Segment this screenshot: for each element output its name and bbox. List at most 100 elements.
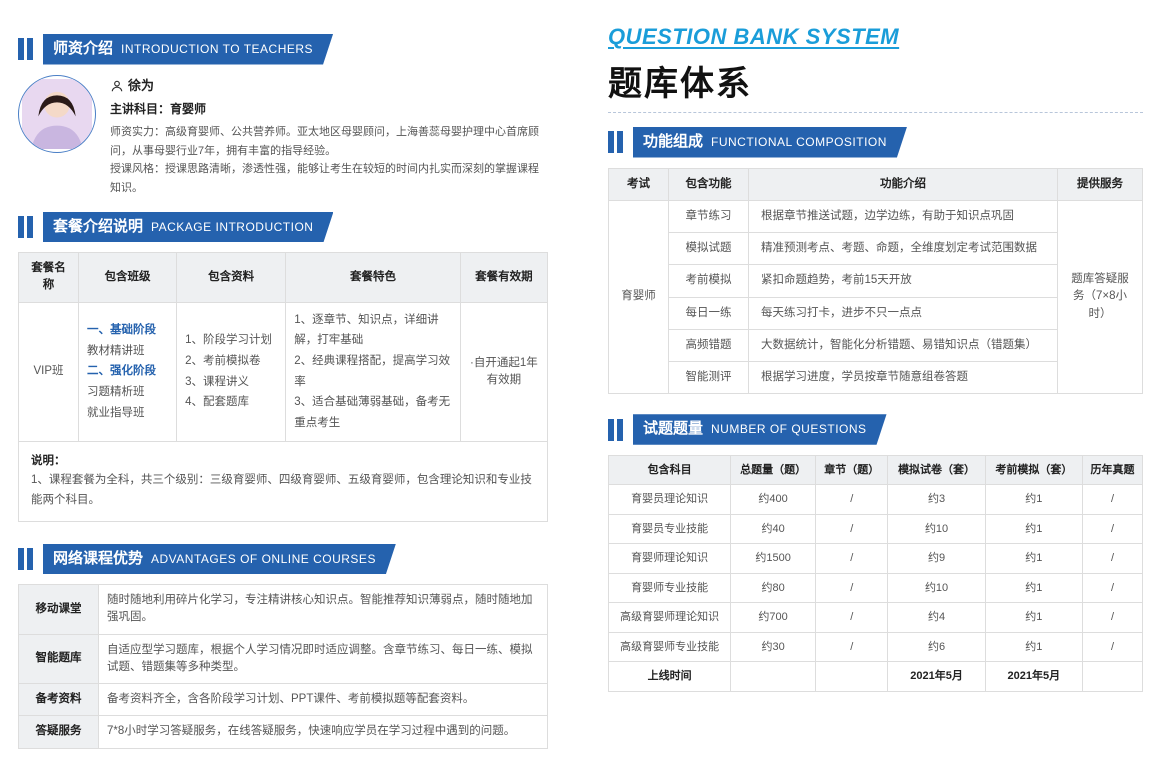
- header-cn: 功能组成: [643, 131, 703, 154]
- header-bars: [18, 216, 33, 238]
- class-item: 教材精讲班: [87, 341, 168, 362]
- cell: 约3: [888, 485, 985, 515]
- table-row: 答疑服务7*8小时学习答疑服务，在线答疑服务，快速响应学员在学习过程中遇到的问题…: [19, 716, 548, 748]
- header-en: PACKAGE INTRODUCTION: [151, 218, 313, 236]
- th: 考试: [609, 168, 669, 200]
- cell: 约9: [888, 544, 985, 574]
- style-label: 授课风格：: [110, 163, 165, 175]
- header-cn: 套餐介绍说明: [53, 216, 143, 239]
- teacher-strength: 师资实力：高级育婴师、公共营养师。亚太地区母婴顾问，上海善蕊母婴护理中心首席顾问…: [110, 123, 548, 160]
- table-header-row: 套餐名称 包含班级 包含资料 套餐特色 套餐有效期: [19, 253, 548, 303]
- adv-name: 移动课堂: [19, 585, 99, 635]
- table-footer-row: 上线时间 2021年5月 2021年5月: [609, 662, 1143, 692]
- table-row: 育婴师理论知识约1500/约9约1/: [609, 544, 1143, 574]
- cell: 约80: [731, 573, 816, 603]
- header-bars: [608, 419, 623, 441]
- cell: 约1: [985, 544, 1082, 574]
- strength-label: 师资实力：: [110, 126, 165, 138]
- class-item: 就业指导班: [87, 403, 168, 424]
- th: 总题量（题）: [731, 455, 816, 485]
- adv-desc: 随时随地利用碎片化学习，专注精讲核心知识点。智能推荐知识薄弱点，随时随地加强巩固…: [99, 585, 548, 635]
- package-note: 说明： 1、课程套餐为全科，共三个级别：三级育婴师、四级育婴师、五级育婴师，包含…: [18, 442, 548, 522]
- th: 包含科目: [609, 455, 731, 485]
- pkg-classes: 一、基础阶段 教材精讲班 二、强化阶段 习题精析班 就业指导班: [78, 302, 176, 441]
- header-label: 师资介绍 INTRODUCTION TO TEACHERS: [43, 34, 333, 65]
- cell: 高级育婴师专业技能: [609, 632, 731, 662]
- cell: /: [1082, 603, 1142, 633]
- bank-header-cn: 题库体系: [608, 59, 1143, 110]
- header-label: 试题题量 NUMBER OF QUESTIONS: [633, 414, 887, 445]
- feature-item: 3、适合基础薄弱基础，备考无重点考生: [294, 392, 452, 433]
- cell: 高级育婴师理论知识: [609, 603, 731, 633]
- th: 包含资料: [177, 253, 286, 303]
- footer-cell: 2021年5月: [985, 662, 1082, 692]
- strength-text: 高级育婴师、公共营养师。亚太地区母婴顾问，上海善蕊母婴护理中心首席顾问，从事母婴…: [110, 126, 539, 157]
- table-row: 育婴员专业技能约40/约10约1/: [609, 514, 1143, 544]
- cell: /: [1082, 544, 1142, 574]
- header-label: 套餐介绍说明 PACKAGE INTRODUCTION: [43, 212, 333, 243]
- th: 历年真题: [1082, 455, 1142, 485]
- functional-table: 考试 包含功能 功能介绍 提供服务 育婴师 章节练习 根据章节推送试题，边学边练…: [608, 168, 1143, 395]
- stage-label: 二、强化阶段: [87, 361, 168, 382]
- cell: 约1: [985, 514, 1082, 544]
- teacher-name-row: 徐为: [110, 75, 548, 97]
- cell: 育婴员专业技能: [609, 514, 731, 544]
- th: 套餐特色: [286, 253, 461, 303]
- table-row: 高级育婴师专业技能约30/约6约1/: [609, 632, 1143, 662]
- cell: 约1: [985, 573, 1082, 603]
- fn-name: 章节练习: [669, 200, 749, 232]
- teacher-block: 徐为 主讲科目：育婴师 师资实力：高级育婴师、公共营养师。亚太地区母婴顾问，上海…: [18, 75, 548, 198]
- teacher-subject: 主讲科目：育婴师: [110, 99, 548, 119]
- cell: 约4: [888, 603, 985, 633]
- cell: 约6: [888, 632, 985, 662]
- cell: 约1: [985, 485, 1082, 515]
- fn-desc: 根据学习进度，学员按章节随意组卷答题: [749, 362, 1058, 394]
- teacher-style: 授课风格：授课思路清晰，渗透性强，能够让考生在较短的时间内扎实而深刻的掌握课程知…: [110, 160, 548, 197]
- material-item: 4、配套题库: [185, 392, 277, 413]
- cell: 约1: [985, 603, 1082, 633]
- cell: 育婴师理论知识: [609, 544, 731, 574]
- person-icon: [110, 79, 124, 93]
- adv-name: 答疑服务: [19, 716, 99, 748]
- header-bars: [608, 131, 623, 153]
- header-en: INTRODUCTION TO TEACHERS: [121, 40, 313, 58]
- teacher-avatar: [18, 75, 96, 153]
- header-cn: 网络课程优势: [53, 548, 143, 571]
- cell: /: [1082, 573, 1142, 603]
- table-row: 育婴师专业技能约80/约10约1/: [609, 573, 1143, 603]
- header-en: FUNCTIONAL COMPOSITION: [711, 133, 887, 151]
- header-cn: 试题题量: [643, 418, 703, 441]
- footer-cell: [731, 662, 816, 692]
- feature-item: 1、逐章节、知识点，详细讲解，打牢基础: [294, 310, 452, 351]
- cell: /: [816, 514, 888, 544]
- material-item: 2、考前模拟卷: [185, 351, 277, 372]
- fn-desc: 每天练习打卡，进步不只一点点: [749, 297, 1058, 329]
- cell: 约400: [731, 485, 816, 515]
- table-row: 智能题库自适应型学习题库，根据个人学习情况即时适应调整。含章节练习、每日一练、模…: [19, 634, 548, 684]
- pkg-materials: 1、阶段学习计划 2、考前模拟卷 3、课程讲义 4、配套题库: [177, 302, 286, 441]
- question-count-table: 包含科目 总题量（题） 章节（题） 模拟试卷（套） 考前模拟（套） 历年真题 育…: [608, 455, 1143, 692]
- header-en: ADVANTAGES OF ONLINE COURSES: [151, 550, 376, 568]
- header-bars: [18, 38, 33, 60]
- table-row: 育婴师 章节练习 根据章节推送试题，边学边练，有助于知识点巩固 题库答疑服务（7…: [609, 200, 1143, 232]
- teacher-info: 徐为 主讲科目：育婴师 师资实力：高级育婴师、公共营养师。亚太地区母婴顾问，上海…: [110, 75, 548, 198]
- cell: 育婴员理论知识: [609, 485, 731, 515]
- table-row: 备考资料备考资料齐全，含各阶段学习计划、PPT课件、考前模拟题等配套资料。: [19, 684, 548, 716]
- note-label: 说明：: [31, 455, 66, 467]
- package-table: 套餐名称 包含班级 包含资料 套餐特色 套餐有效期 VIP班 一、基础阶段 教材…: [18, 252, 548, 442]
- feature-item: 2、经典课程搭配，提高学习效率: [294, 351, 452, 392]
- cell: /: [1082, 485, 1142, 515]
- exam-name: 育婴师: [609, 200, 669, 394]
- th: 功能介绍: [749, 168, 1058, 200]
- header-label: 网络课程优势 ADVANTAGES OF ONLINE COURSES: [43, 544, 396, 575]
- note-text: 1、课程套餐为全科，共三个级别：三级育婴师、四级育婴师、五级育婴师，包含理论知识…: [31, 474, 532, 506]
- cell: 约30: [731, 632, 816, 662]
- right-column: QUESTION BANK SYSTEM 题库体系 功能组成 FUNCTIONA…: [578, 20, 1143, 761]
- table-row: 高级育婴师理论知识约700/约4约1/: [609, 603, 1143, 633]
- fn-name: 智能测评: [669, 362, 749, 394]
- teacher-name: 徐为: [128, 75, 154, 97]
- table-row: VIP班 一、基础阶段 教材精讲班 二、强化阶段 习题精析班 就业指导班 1、阶…: [19, 302, 548, 441]
- pkg-features: 1、逐章节、知识点，详细讲解，打牢基础 2、经典课程搭配，提高学习效率 3、适合…: [286, 302, 461, 441]
- adv-desc: 自适应型学习题库，根据个人学习情况即时适应调整。含章节练习、每日一练、模拟试题、…: [99, 634, 548, 684]
- cell: /: [1082, 514, 1142, 544]
